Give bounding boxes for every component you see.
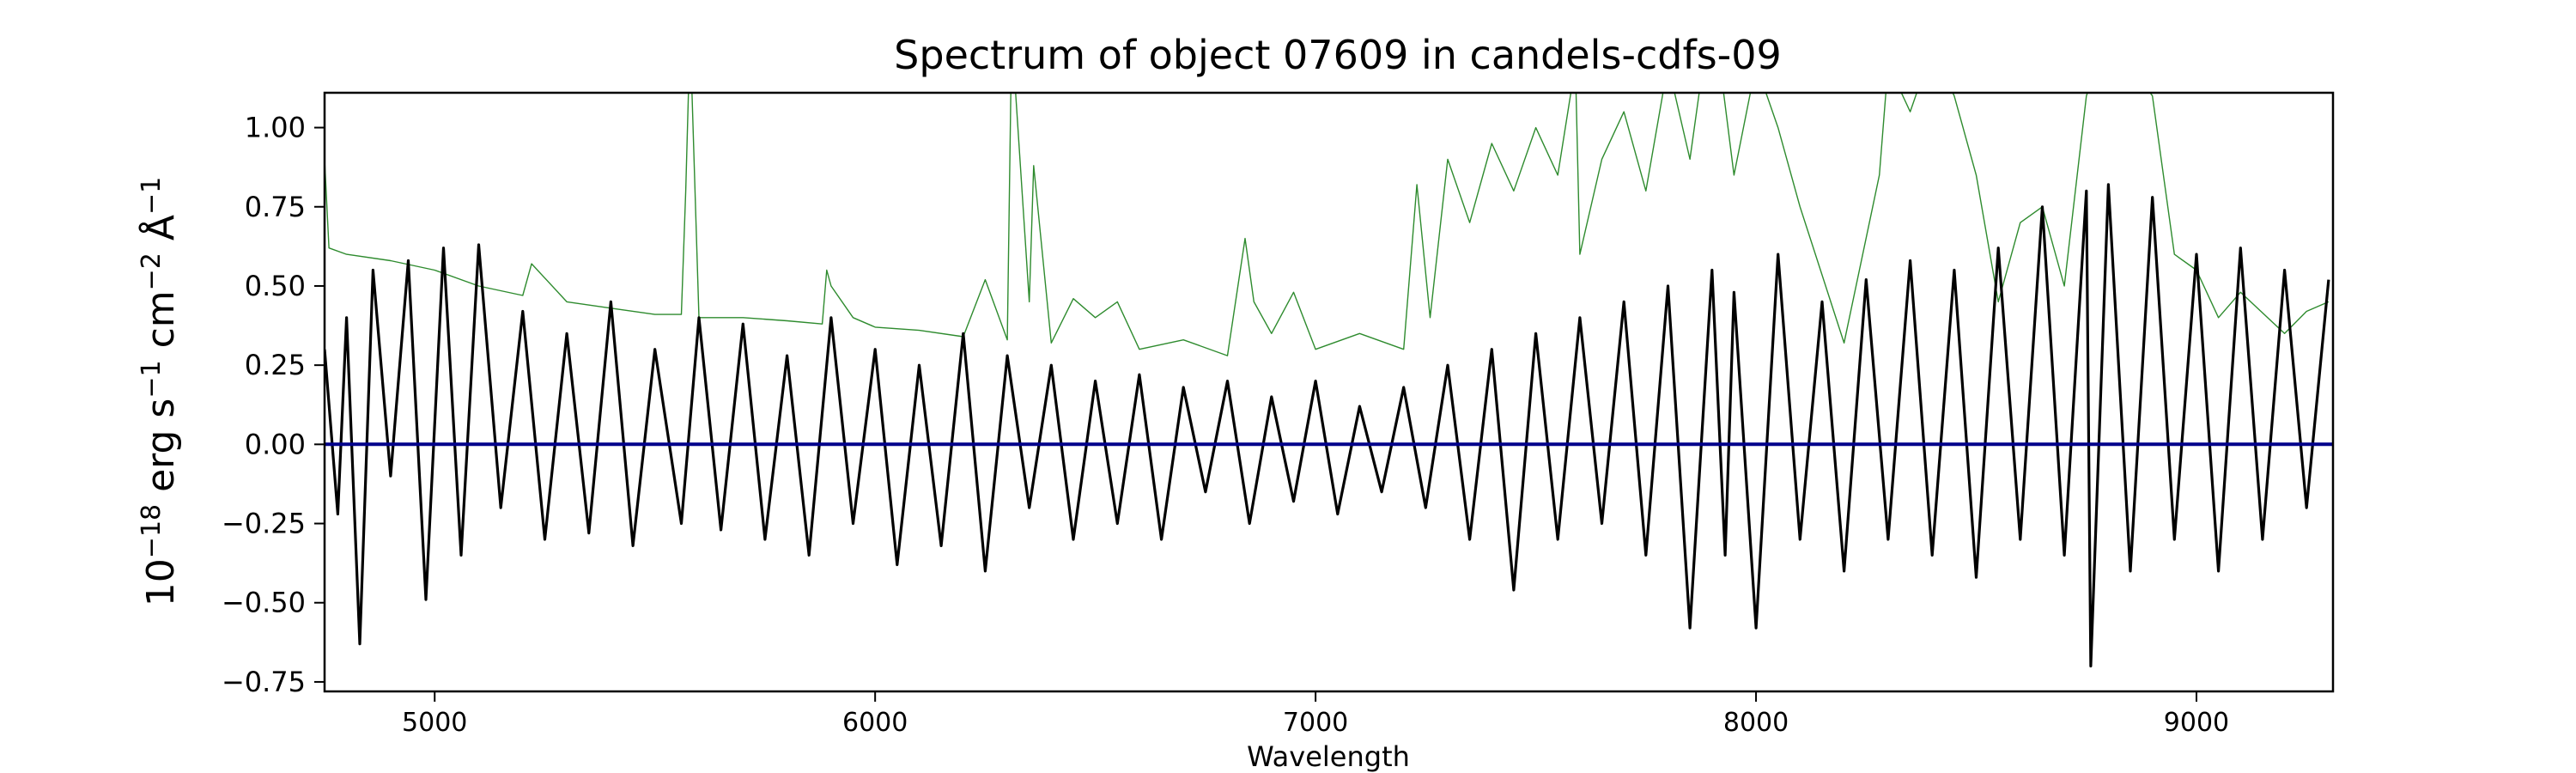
y-tick-label: 0.50	[245, 270, 306, 302]
y-axis-label-t2: cm	[139, 290, 183, 360]
y-axis-label-t3: Å	[137, 215, 183, 253]
x-tick-label: 9000	[2164, 708, 2229, 738]
y-axis-label-exp1: −18	[137, 504, 167, 558]
y-tick-label: −0.75	[222, 666, 306, 698]
chart-title: Spectrum of object 07609 in candels-cdfs…	[894, 32, 1782, 78]
y-tick-label: 0.75	[245, 191, 306, 223]
x-tick-label: 8000	[1723, 708, 1789, 738]
series-layer	[325, 93, 2333, 668]
x-axis-label: Wavelength	[1247, 740, 1410, 773]
flux-series-line	[325, 183, 2330, 668]
plot-frame	[323, 91, 2335, 693]
x-tick-label: 7000	[1283, 708, 1348, 738]
x-tick-label: 5000	[402, 708, 467, 738]
y-axis-label-exp2: −1	[137, 360, 167, 398]
y-tick-label: 1.00	[245, 112, 306, 144]
plot-area	[323, 91, 2335, 693]
y-tick-label: 0.00	[245, 428, 306, 460]
y-tick-label: −0.25	[222, 508, 306, 540]
y-axis-label-exp4: −1	[137, 177, 167, 215]
y-tick-label: 0.25	[245, 349, 306, 381]
y-axis-label-t1: erg s	[139, 399, 183, 504]
y-axis-label-base: 10	[139, 558, 183, 606]
y-tick-label: −0.50	[222, 587, 306, 619]
x-tick-label: 6000	[842, 708, 908, 738]
x-axis: 5000 6000 7000 8000 9000	[402, 691, 2229, 738]
y-axis-label: 10−18 erg s−1 cm−2 Å−1	[137, 177, 183, 606]
y-axis-label-exp3: −2	[137, 253, 167, 290]
y-axis: −0.75 −0.50 −0.25 0.00 0.25 0.50 0.75 1.00	[222, 112, 325, 698]
